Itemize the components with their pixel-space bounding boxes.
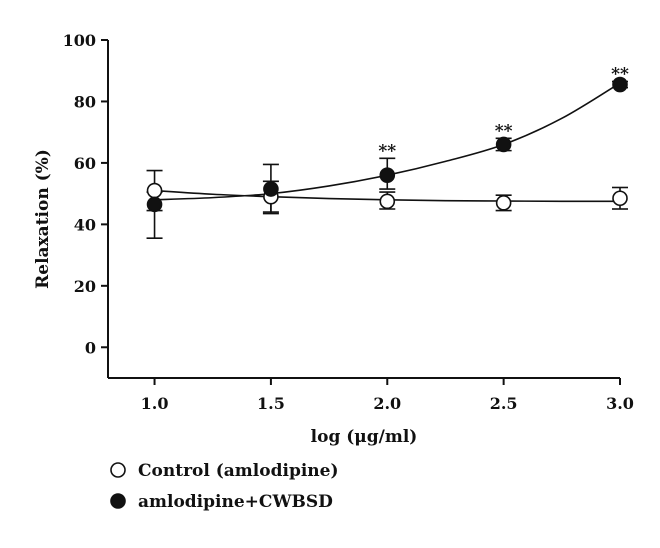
series-cwbsd-point xyxy=(495,136,512,153)
y-tick-label: 100 xyxy=(63,31,96,50)
significance-marker: ** xyxy=(611,64,629,84)
series-control-point xyxy=(612,190,628,207)
y-tick-label: 20 xyxy=(74,277,96,296)
y-axis-title: Relaxation (%) xyxy=(33,149,53,289)
x-tick-label: 2.0 xyxy=(373,394,401,413)
x-tick-label: 1.5 xyxy=(257,394,285,413)
legend-marker xyxy=(110,462,126,478)
legend-label: Control (amlodipine) xyxy=(138,461,339,481)
series-cwbsd-point xyxy=(263,181,279,197)
significance-marker: ** xyxy=(495,121,513,141)
y-tick-label: 0 xyxy=(85,338,96,357)
significance-marker: ** xyxy=(378,141,396,161)
series-control-point xyxy=(495,195,512,211)
legend-label: amlodipine+CWBSD xyxy=(138,492,333,512)
y-tick-label: 80 xyxy=(74,92,96,111)
series-cwbsd-point xyxy=(379,167,396,183)
x-tick-label: 3.0 xyxy=(606,394,634,413)
y-tick-label: 40 xyxy=(74,215,96,234)
legend-marker xyxy=(110,493,126,509)
y-tick-label: 60 xyxy=(74,154,96,173)
series-control-point xyxy=(146,182,163,199)
series-control-point xyxy=(379,193,396,210)
x-tick-label: 2.5 xyxy=(490,394,518,413)
x-axis-title: log (μg/ml) xyxy=(311,427,418,447)
series-cwbsd-point xyxy=(612,76,628,93)
x-tick-label: 1.0 xyxy=(141,394,169,413)
series-cwbsd-point xyxy=(146,196,163,213)
